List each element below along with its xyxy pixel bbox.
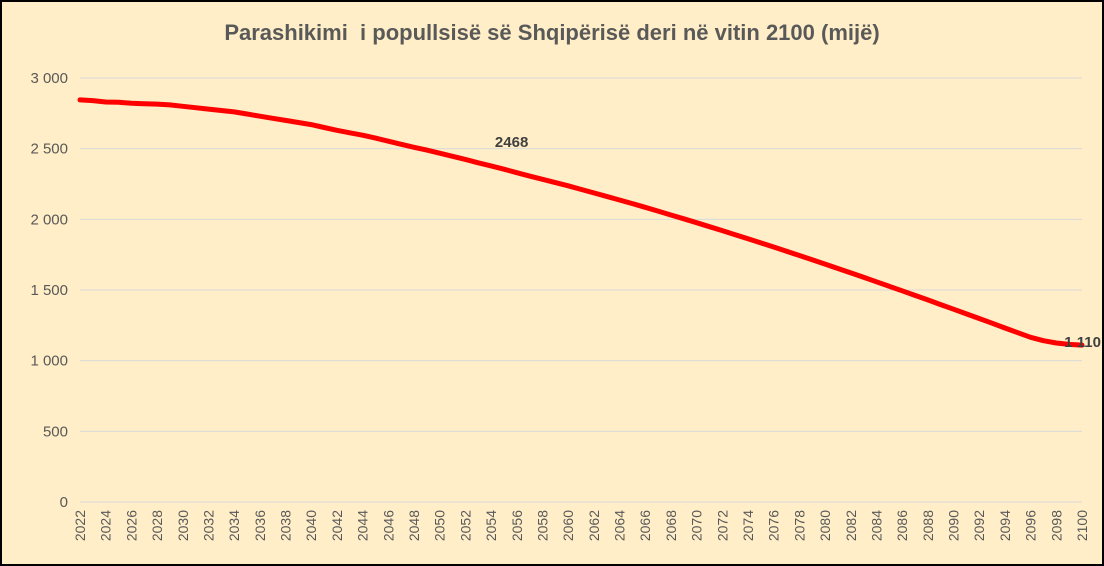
gridlines bbox=[80, 77, 1082, 503]
data-label: 2468 bbox=[495, 134, 528, 151]
x-tick-label: 2048 bbox=[406, 510, 422, 541]
x-tick-label: 2058 bbox=[534, 510, 550, 541]
x-tick-label: 2078 bbox=[791, 510, 807, 541]
x-tick-label: 2050 bbox=[432, 510, 448, 541]
x-tick-label: 2030 bbox=[175, 510, 191, 541]
x-tick-label: 2072 bbox=[714, 510, 730, 541]
x-tick-label: 2056 bbox=[509, 510, 525, 541]
x-tick-label: 2100 bbox=[1074, 510, 1090, 541]
series-group bbox=[77, 97, 1085, 348]
x-tick-label: 2028 bbox=[149, 510, 165, 541]
x-tick-label: 2038 bbox=[278, 510, 294, 541]
y-tick-label: 3 000 bbox=[30, 70, 68, 87]
x-tick-label: 2082 bbox=[843, 510, 859, 541]
x-tick-label: 2076 bbox=[766, 510, 782, 541]
x-tick-label: 2024 bbox=[98, 510, 114, 541]
x-tick-label: 2070 bbox=[689, 510, 705, 541]
y-tick-label: 500 bbox=[43, 423, 68, 440]
x-tick-label: 2054 bbox=[483, 510, 499, 541]
x-tick-label: 2062 bbox=[586, 510, 602, 541]
x-tick-label: 2036 bbox=[252, 510, 268, 541]
x-tick-label: 2034 bbox=[226, 510, 242, 541]
x-tick-label: 2066 bbox=[637, 510, 653, 541]
x-tick-label: 2074 bbox=[740, 510, 756, 541]
y-tick-label: 2 500 bbox=[30, 141, 68, 158]
series-line bbox=[77, 97, 1085, 348]
x-tick-label: 2068 bbox=[663, 510, 679, 541]
x-tick-label: 2094 bbox=[997, 510, 1013, 541]
y-tick-label: 0 bbox=[60, 494, 68, 511]
x-tick-label: 2032 bbox=[200, 510, 216, 541]
x-tick-label: 2040 bbox=[303, 510, 319, 541]
y-tick-label: 1 000 bbox=[30, 353, 68, 370]
y-tick-label: 2 000 bbox=[30, 211, 68, 228]
x-axis: 2022 2024 2026 2028 2030 2032 2034 2036 2038 2040… bbox=[72, 510, 1090, 541]
y-tick-label: 1 500 bbox=[30, 282, 68, 299]
chart-title: Parashikimi i popullsisë së Shqipërisë d… bbox=[224, 20, 880, 45]
x-tick-label: 2098 bbox=[1048, 510, 1064, 541]
data-label: 1 110 bbox=[1064, 334, 1101, 351]
x-tick-label: 2086 bbox=[894, 510, 910, 541]
x-tick-label: 2080 bbox=[817, 510, 833, 541]
data-labels: 2468 1 110 bbox=[495, 134, 1101, 351]
y-axis: 0 500 1 000 1 500 2 000 2 500 3 000 bbox=[30, 70, 68, 511]
x-tick-label: 2044 bbox=[355, 510, 371, 541]
x-tick-label: 2064 bbox=[612, 510, 628, 541]
x-tick-label: 2026 bbox=[123, 510, 139, 541]
x-tick-label: 2096 bbox=[1023, 510, 1039, 541]
x-tick-label: 2092 bbox=[971, 510, 987, 541]
x-tick-label: 2088 bbox=[920, 510, 936, 541]
x-tick-label: 2042 bbox=[329, 510, 345, 541]
x-tick-label: 2084 bbox=[868, 510, 884, 541]
x-tick-label: 2022 bbox=[72, 510, 88, 541]
x-tick-label: 2060 bbox=[560, 510, 576, 541]
x-tick-label: 2090 bbox=[946, 510, 962, 541]
x-tick-label: 2046 bbox=[380, 510, 396, 541]
x-tick-label: 2052 bbox=[457, 510, 473, 541]
